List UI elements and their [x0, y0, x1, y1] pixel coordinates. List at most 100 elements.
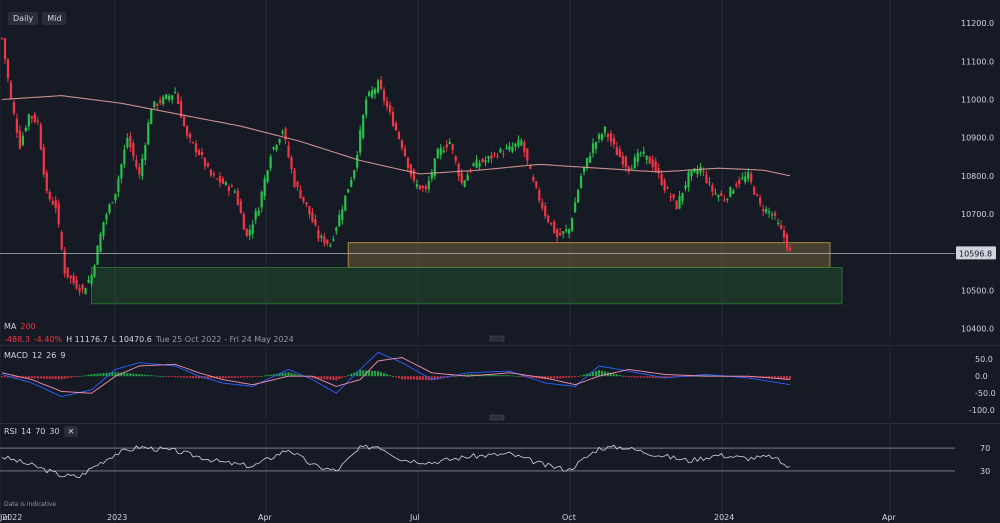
candle — [651, 155, 654, 171]
macd-histogram-bar — [687, 376, 690, 377]
macd-histogram-bar — [272, 374, 275, 377]
candle — [487, 155, 490, 163]
macd-histogram-bar — [236, 376, 239, 378]
candle — [463, 179, 466, 188]
macd-histogram-bar — [33, 376, 36, 379]
candle — [359, 125, 362, 157]
candle-body — [463, 180, 466, 187]
candle — [305, 201, 308, 208]
candle — [182, 114, 186, 128]
candle — [562, 231, 565, 239]
macd-histogram-bar — [418, 376, 421, 380]
macd-histogram-bar — [571, 376, 574, 378]
macd-histogram-bar — [209, 376, 212, 379]
candle-body — [179, 101, 183, 118]
candle-body — [762, 209, 765, 212]
macd-histogram-bar — [93, 373, 96, 377]
interval-button[interactable]: Daily — [8, 12, 39, 25]
candle-body — [708, 181, 711, 183]
candle — [135, 155, 138, 170]
candle — [412, 167, 416, 184]
macd-histogram-bar — [263, 375, 266, 377]
candle-body — [484, 160, 487, 163]
candle — [475, 155, 478, 169]
candle-body — [123, 149, 126, 165]
macd-histogram-bar — [141, 374, 144, 377]
candle-body — [114, 193, 117, 201]
candle-body — [359, 130, 362, 153]
candle — [744, 171, 747, 185]
candle-body — [735, 184, 738, 187]
candle — [606, 132, 610, 142]
candle-body — [218, 176, 221, 183]
candle — [3, 37, 7, 64]
candle — [84, 287, 87, 295]
macd-histogram-bar — [138, 374, 141, 377]
macd-histogram-bar — [290, 372, 293, 377]
candle — [379, 76, 383, 91]
macd-histogram-bar — [323, 376, 326, 380]
candle-body — [9, 82, 13, 99]
candle-body — [45, 172, 48, 192]
candle-body — [93, 265, 96, 277]
candle — [409, 163, 413, 179]
macd-histogram-bar — [412, 376, 415, 380]
macd-chart[interactable]: 50.0 0.0 -50.0 -100.0 — [0, 345, 1000, 421]
candle-body — [227, 186, 230, 192]
macd-histogram-bar — [768, 376, 771, 379]
macd-histogram-bar — [203, 376, 206, 379]
macd-histogram-bar — [350, 373, 353, 377]
candle — [72, 272, 75, 286]
time-axis-label: 2023 — [107, 513, 127, 522]
candle-body — [448, 141, 451, 145]
macd-histogram-bar — [117, 372, 120, 377]
candle — [394, 120, 398, 132]
candle — [120, 163, 123, 184]
candle — [263, 175, 266, 200]
candle — [278, 138, 281, 146]
macd-histogram-bar — [789, 376, 791, 380]
macd-histogram-bar — [400, 376, 403, 380]
candle — [553, 219, 556, 235]
candle-body — [209, 169, 213, 176]
macd-histogram-bar — [666, 376, 669, 379]
last-price-label: 10596.8 — [959, 249, 992, 258]
candle — [597, 132, 601, 143]
ma200-line — [1, 95, 791, 177]
price-chart[interactable]: 11200.0 11100.0 11000.0 10900.0 10800.0 10700… — [0, 0, 1000, 342]
rsi-axis-label: 70 — [980, 444, 990, 453]
macd-histogram-bar — [633, 376, 636, 378]
candle-body — [648, 156, 651, 164]
macd-histogram-bar — [777, 376, 780, 379]
macd-histogram-bar — [171, 376, 174, 377]
candle — [496, 153, 499, 159]
rsi-settings-icon[interactable]: ✕ — [63, 426, 79, 437]
macd-histogram-bar — [562, 376, 565, 379]
candle — [690, 169, 693, 181]
candle-body — [493, 153, 496, 155]
price-axis-label: 11100.0 — [961, 57, 994, 66]
candle-body — [738, 179, 741, 185]
candle — [9, 79, 13, 100]
ma-period[interactable]: 200 — [20, 322, 36, 331]
candle — [603, 126, 607, 137]
candle-body — [741, 177, 744, 179]
macd-histogram-bar — [377, 371, 380, 377]
macd-histogram-bar — [436, 376, 439, 380]
candle — [782, 225, 786, 243]
price-type-button[interactable]: Mid — [42, 12, 67, 25]
candle-body — [338, 214, 341, 227]
resistance-zone — [347, 242, 831, 268]
candle-body — [788, 247, 792, 252]
macd-histogram-bar — [380, 372, 383, 377]
candle-body — [445, 144, 448, 148]
candle-body — [12, 102, 16, 114]
candle — [12, 99, 16, 116]
candle — [523, 139, 526, 158]
macd-histogram-bar — [368, 370, 371, 377]
candle-body — [756, 194, 759, 196]
candle-body — [388, 105, 392, 112]
candle-body — [651, 159, 654, 168]
macd-histogram-bar — [765, 376, 768, 379]
